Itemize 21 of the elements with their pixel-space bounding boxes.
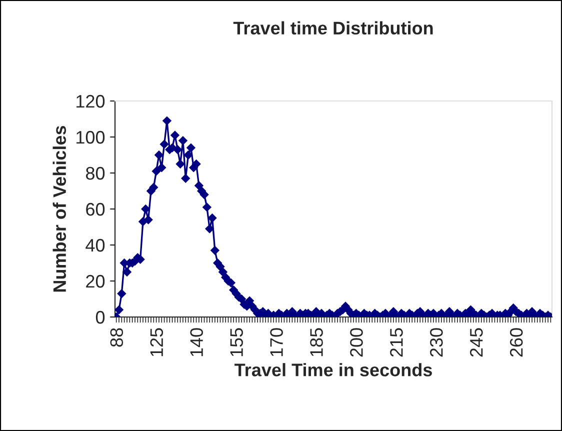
x-tick-label: 200 xyxy=(350,328,363,357)
chart-title: Travel time Distribution xyxy=(233,21,433,35)
y-axis-title: Number of Vehicles xyxy=(52,126,66,292)
x-tick-label: 155 xyxy=(230,328,243,356)
x-tick-label: 170 xyxy=(270,328,283,356)
x-tick-label: 185 xyxy=(310,328,323,356)
x-tick-label: 125 xyxy=(150,328,164,356)
y-tick-label: 100 xyxy=(76,130,105,144)
x-tick-label: 215 xyxy=(390,328,403,357)
y-tick-label: 60 xyxy=(86,202,105,216)
x-tick-label: 230 xyxy=(430,328,443,357)
x-tick-label: 140 xyxy=(190,328,203,356)
y-tick-label: 40 xyxy=(86,238,105,252)
y-tick-label: 120 xyxy=(76,94,105,108)
x-tick-label: 88 xyxy=(110,328,124,347)
y-tick-label: 0 xyxy=(96,310,105,324)
x-axis-title: Travel Time in seconds xyxy=(234,363,432,376)
x-tick-label: 260 xyxy=(510,328,523,357)
x-tick-label: 245 xyxy=(470,328,483,357)
y-tick-label: 80 xyxy=(86,166,105,180)
y-tick-label: 20 xyxy=(86,274,105,288)
